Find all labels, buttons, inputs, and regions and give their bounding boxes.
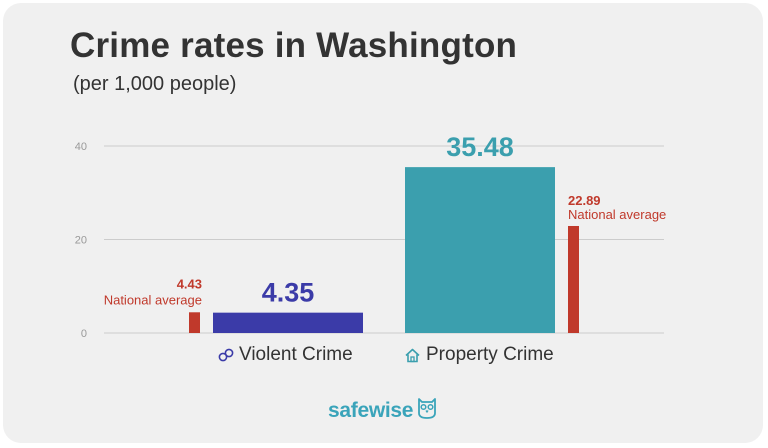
chart-subtitle: (per 1,000 people) — [73, 73, 237, 95]
national-average-label: National average — [104, 292, 202, 307]
handcuffs-icon — [218, 347, 234, 363]
logo-text: safewise — [328, 398, 414, 422]
safewise-logo: safewise — [328, 396, 438, 425]
category-property: Property Crime — [404, 344, 554, 366]
bar-value-label: 4.35 — [262, 278, 315, 308]
y-tick-label: 20 — [75, 235, 87, 247]
national-average-bar — [568, 225, 579, 333]
chart-title: Crime rates in Washington — [70, 26, 518, 65]
chart-card — [3, 3, 763, 443]
national-average-value: 4.43 — [177, 276, 202, 291]
category-violent-label: Violent Crime — [239, 344, 353, 365]
bar-property — [405, 167, 555, 333]
bar-violent — [213, 312, 363, 333]
y-tick-label: 40 — [75, 141, 87, 153]
national-average-value: 22.89 — [568, 193, 601, 208]
national-average-bar — [189, 312, 200, 333]
category-property-label: Property Crime — [426, 344, 554, 365]
y-tick-label: 0 — [81, 328, 87, 340]
owl-icon — [416, 396, 438, 425]
national-average-label: National average — [568, 207, 666, 222]
category-violent: Violent Crime — [218, 344, 353, 366]
bar-value-label: 35.48 — [446, 132, 514, 162]
house-icon — [404, 347, 421, 364]
